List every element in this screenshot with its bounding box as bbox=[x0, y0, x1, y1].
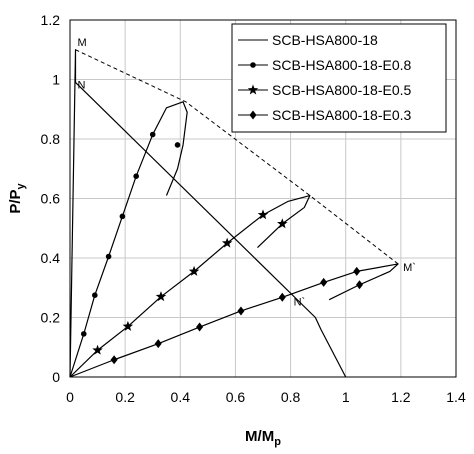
data-point-circle bbox=[105, 253, 112, 260]
annotations: M N M` N` bbox=[78, 37, 416, 309]
data-point-diamond bbox=[154, 339, 162, 349]
data-point-star bbox=[277, 218, 288, 229]
y-tick-label: 0.8 bbox=[41, 131, 61, 147]
legend-entry: SCB-HSA800-18-E0.3 bbox=[238, 107, 412, 123]
x-tick-label: 0.6 bbox=[226, 389, 246, 405]
legend-marker-circle bbox=[250, 62, 256, 68]
series-3 bbox=[69, 194, 311, 378]
y-axis-label: P/P bbox=[7, 189, 24, 213]
legend-label: SCB-HSA800-18-E0.8 bbox=[272, 57, 412, 73]
x-tick-label: 0.4 bbox=[171, 389, 191, 405]
annotation-label: N` bbox=[294, 297, 306, 309]
y-tick-label: 0.2 bbox=[41, 310, 61, 326]
data-point-star bbox=[257, 209, 269, 220]
data-point-star bbox=[155, 291, 167, 302]
data-point-circle bbox=[133, 173, 139, 179]
annotation-label: M bbox=[78, 37, 87, 49]
y-tick-label: 1 bbox=[52, 72, 60, 88]
y-tick-label: 0.6 bbox=[41, 191, 61, 207]
axes: 0 0.2 0.4 0.6 0.8 1 1.2 1.4 0 0.2 0.4 0.6 0.8 1 1.2 bbox=[41, 12, 466, 405]
data-point-diamond bbox=[278, 292, 286, 302]
legend-marker-star bbox=[247, 84, 259, 95]
x-tick-label: 0 bbox=[66, 389, 74, 405]
series-layer bbox=[69, 49, 399, 378]
data-point-diamond bbox=[110, 355, 118, 365]
annotation-label: N bbox=[78, 79, 86, 91]
plot-frame bbox=[69, 19, 457, 378]
envelope bbox=[75, 49, 399, 265]
legend: SCB-HSA800-18 SCB-HSA800-18-E0.8 SCB-HSA… bbox=[231, 23, 447, 133]
data-point-diamond bbox=[320, 277, 328, 287]
x-tick-label: 1 bbox=[342, 389, 350, 405]
y-tick-label: 0 bbox=[52, 369, 60, 385]
y-axis-label-subscript: y bbox=[15, 182, 27, 189]
x-tick-label: 1.4 bbox=[446, 389, 466, 405]
data-point-circle bbox=[119, 213, 126, 220]
x-axis-label: M/M bbox=[245, 428, 274, 445]
annotation-label: M` bbox=[403, 262, 416, 274]
series-1 bbox=[69, 49, 347, 378]
legend-entry: SCB-HSA800-18-E0.5 bbox=[238, 82, 412, 98]
data-point-circle bbox=[149, 131, 156, 138]
data-point-star bbox=[92, 344, 103, 355]
series-line bbox=[69, 101, 188, 378]
data-point-diamond bbox=[237, 306, 245, 316]
legend-entry: SCB-HSA800-18-E0.8 bbox=[238, 57, 412, 73]
series-4 bbox=[69, 263, 399, 378]
x-tick-label: 0.8 bbox=[281, 389, 301, 405]
legend-label: SCB-HSA800-18-E0.5 bbox=[272, 82, 412, 98]
svg-text:P/Py: P/Py bbox=[7, 182, 27, 213]
data-point-circle bbox=[80, 331, 87, 337]
legend-label: SCB-HSA800-18 bbox=[272, 32, 378, 48]
data-point-circle bbox=[174, 142, 181, 148]
series-line bbox=[69, 263, 399, 378]
x-axis-title: M/Mp bbox=[245, 428, 281, 448]
legend-label: SCB-HSA800-18-E0.3 bbox=[272, 107, 412, 123]
y-axis-title: P/Py bbox=[7, 182, 27, 213]
x-tick-label: 1.2 bbox=[391, 389, 411, 405]
legend-box bbox=[231, 23, 447, 133]
data-point-star bbox=[188, 265, 200, 276]
legend-marker-diamond bbox=[249, 110, 257, 120]
svg-text:M/Mp: M/Mp bbox=[245, 428, 281, 448]
data-point-star bbox=[221, 237, 233, 248]
data-point-diamond bbox=[356, 280, 363, 290]
data-point-star bbox=[122, 320, 134, 331]
series-2 bbox=[69, 101, 188, 378]
x-axis-label-subscript: p bbox=[274, 436, 281, 448]
data-point-diamond bbox=[353, 266, 361, 276]
series-line bbox=[69, 194, 311, 378]
data-point-circle bbox=[92, 292, 98, 298]
legend-entry: SCB-HSA800-18 bbox=[238, 32, 378, 48]
data-point-diamond bbox=[196, 322, 204, 332]
envelope-dashed-line bbox=[75, 49, 399, 265]
y-tick-label: 0.4 bbox=[41, 250, 61, 266]
series-line bbox=[69, 49, 347, 378]
y-tick-label: 1.2 bbox=[41, 12, 61, 28]
x-tick-label: 0.2 bbox=[115, 389, 135, 405]
